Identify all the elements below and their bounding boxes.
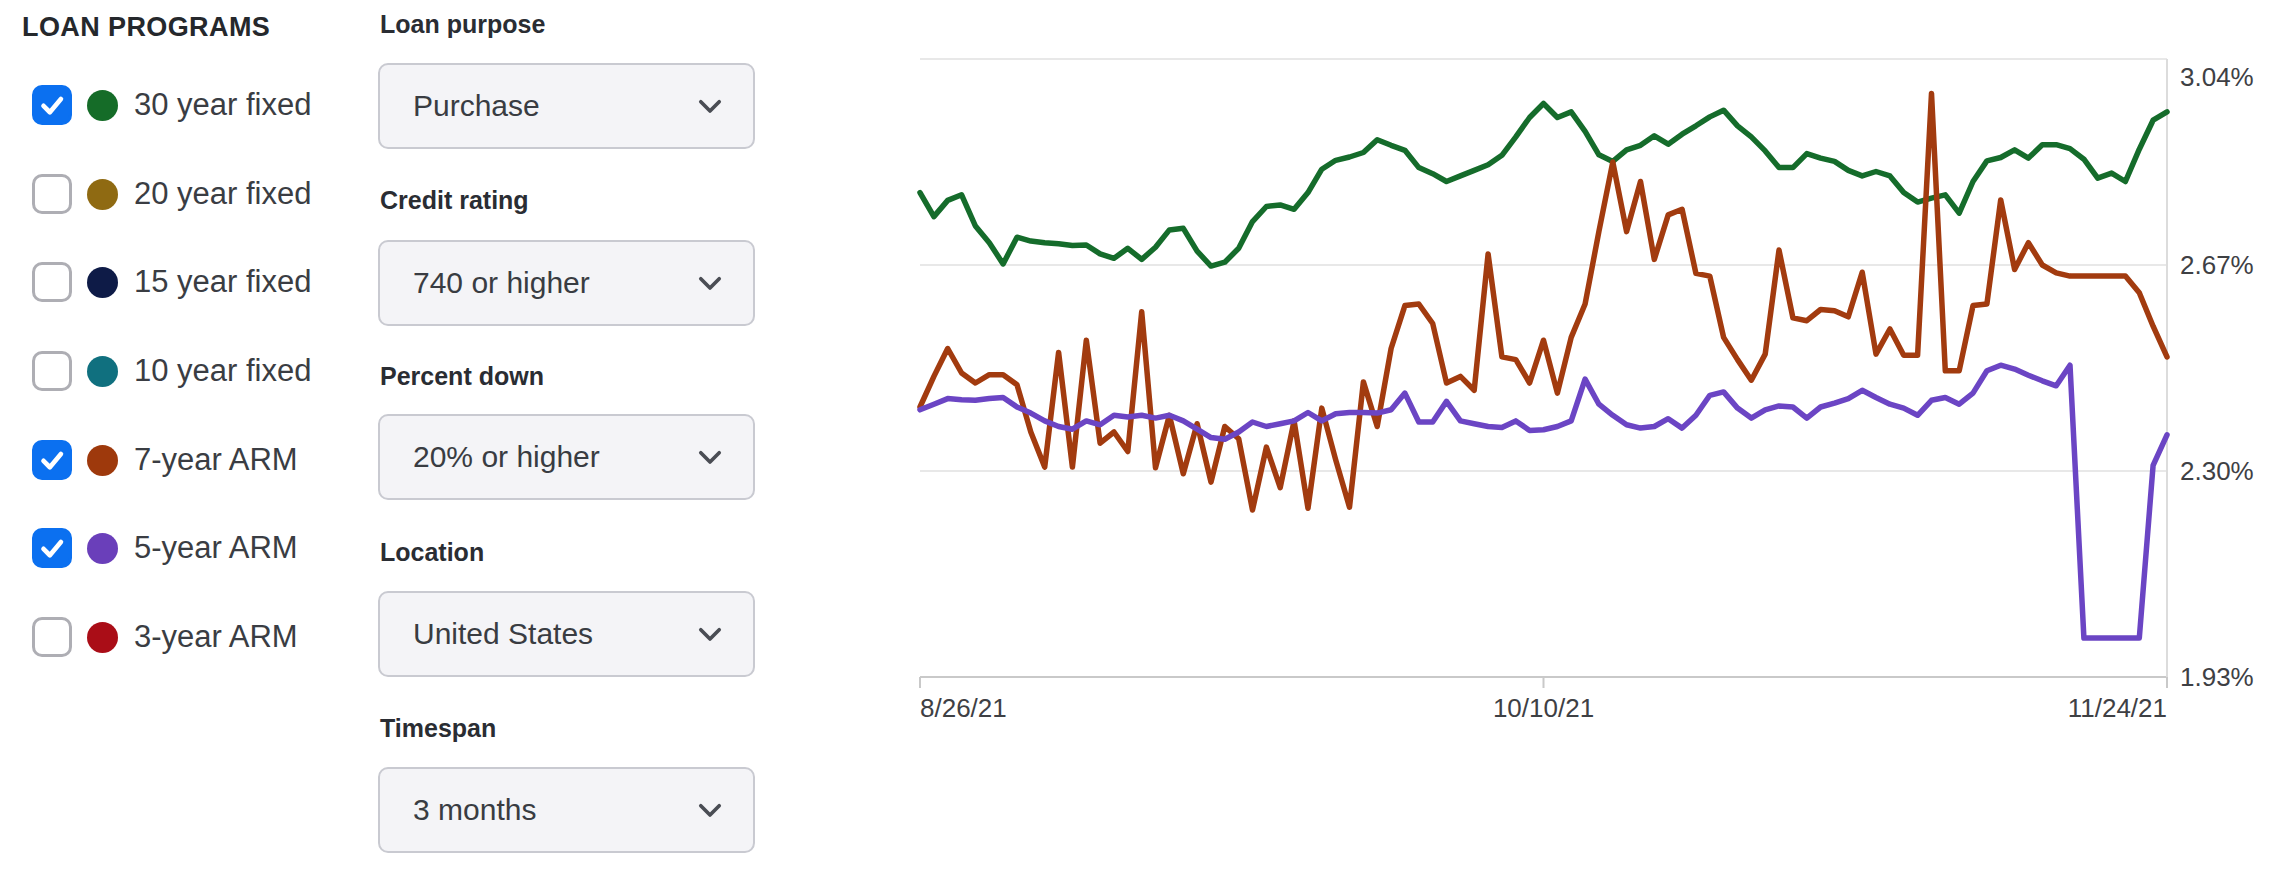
x-axis-label: 10/10/21: [1493, 693, 1594, 724]
y-axis-label: 2.67%: [2180, 250, 2254, 281]
y-axis-label: 2.30%: [2180, 456, 2254, 487]
y-axis-label: 3.04%: [2180, 62, 2254, 93]
series-line-7-year-arm: [920, 94, 2167, 511]
series-line-5-year-arm: [920, 365, 2167, 638]
series-line-30-year-fixed: [920, 104, 2167, 267]
y-axis-label: 1.93%: [2180, 662, 2254, 693]
rate-chart-canvas: [0, 0, 2282, 884]
x-axis-label: 8/26/21: [920, 693, 1007, 724]
x-axis-label: 11/24/21: [2068, 693, 2167, 724]
mortgage-rates-page: LOAN PROGRAMS 30 year fixed 20 year fixe…: [0, 0, 2282, 884]
